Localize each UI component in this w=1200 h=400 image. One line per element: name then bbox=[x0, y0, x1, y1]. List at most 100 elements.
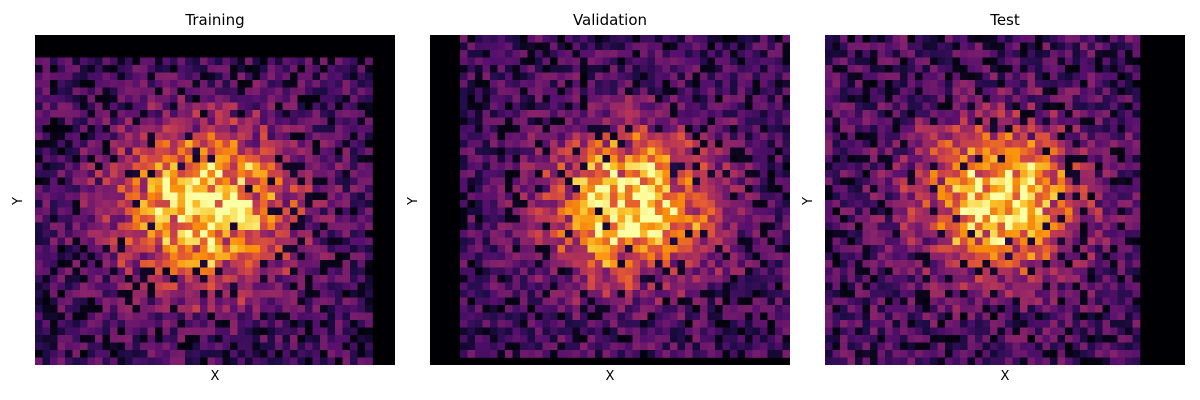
heatmap-cell bbox=[275, 155, 283, 163]
heatmap-cell bbox=[467, 350, 476, 358]
heatmap-cell bbox=[557, 267, 566, 276]
heatmap-cell bbox=[930, 110, 938, 118]
heatmap-cell bbox=[877, 177, 886, 186]
heatmap-cell bbox=[222, 177, 231, 186]
heatmap-cell bbox=[1050, 42, 1058, 51]
heatmap-cell bbox=[595, 290, 603, 298]
heatmap-cell bbox=[595, 312, 603, 321]
heatmap-cell bbox=[290, 222, 298, 231]
heatmap-cell bbox=[170, 342, 178, 351]
heatmap-cell bbox=[1132, 87, 1141, 96]
heatmap-cell bbox=[685, 312, 693, 321]
heatmap-cell bbox=[595, 222, 603, 231]
heatmap-cell bbox=[57, 290, 66, 298]
heatmap-cell bbox=[990, 237, 998, 246]
heatmap-cell bbox=[147, 95, 156, 103]
heatmap-cell bbox=[952, 185, 961, 193]
heatmap-cell bbox=[475, 95, 483, 103]
heatmap-cell bbox=[162, 185, 171, 193]
heatmap-cell bbox=[275, 192, 283, 201]
heatmap-cell bbox=[207, 185, 216, 193]
heatmap-cell bbox=[595, 230, 603, 238]
heatmap-cell bbox=[892, 200, 901, 208]
heatmap-cell bbox=[737, 275, 746, 283]
heatmap-cell bbox=[737, 350, 746, 358]
heatmap-cell bbox=[162, 290, 171, 298]
heatmap-cell bbox=[512, 215, 521, 223]
heatmap-cell bbox=[640, 350, 648, 358]
heatmap-cell bbox=[907, 57, 916, 66]
heatmap-cell bbox=[825, 185, 833, 193]
heatmap-cell bbox=[185, 110, 193, 118]
heatmap-cell bbox=[335, 125, 343, 133]
heatmap-cell bbox=[1132, 50, 1141, 58]
heatmap-cell bbox=[967, 72, 976, 81]
heatmap-cell bbox=[512, 95, 521, 103]
heatmap-cell bbox=[140, 140, 148, 148]
heatmap-cell bbox=[587, 327, 596, 336]
heatmap-cell bbox=[475, 80, 483, 88]
heatmap-cell bbox=[155, 207, 163, 216]
heatmap-cell bbox=[110, 320, 118, 328]
heatmap-cell bbox=[527, 305, 536, 313]
heatmap-cell bbox=[752, 252, 761, 261]
heatmap-cell bbox=[357, 147, 366, 156]
heatmap-cell bbox=[252, 260, 261, 268]
heatmap-cell bbox=[557, 95, 566, 103]
heatmap-cell bbox=[110, 207, 118, 216]
heatmap-cell bbox=[110, 185, 118, 193]
heatmap-cell bbox=[505, 237, 513, 246]
heatmap-cell bbox=[760, 57, 768, 66]
heatmap-cell bbox=[670, 162, 678, 171]
heatmap-cell bbox=[35, 222, 43, 231]
heatmap-cell bbox=[595, 297, 603, 306]
heatmap-cell bbox=[767, 72, 776, 81]
heatmap-cell bbox=[42, 95, 51, 103]
heatmap-cell bbox=[930, 155, 938, 163]
heatmap-cell bbox=[512, 275, 521, 283]
heatmap-cell bbox=[565, 155, 573, 163]
heatmap-cell bbox=[520, 57, 528, 66]
heatmap-cell bbox=[1087, 200, 1096, 208]
heatmap-cell bbox=[110, 102, 118, 111]
heatmap-cell bbox=[125, 155, 133, 163]
heatmap-cell bbox=[967, 125, 976, 133]
heatmap-cell bbox=[200, 102, 208, 111]
heatmap-cell bbox=[155, 87, 163, 96]
heatmap-cell bbox=[162, 140, 171, 148]
heatmap-cell bbox=[335, 170, 343, 178]
heatmap-cell bbox=[335, 132, 343, 141]
heatmap-cell bbox=[132, 297, 141, 306]
heatmap-cell bbox=[222, 335, 231, 343]
heatmap-cell bbox=[260, 95, 268, 103]
heatmap-cell bbox=[542, 320, 551, 328]
heatmap-cell bbox=[1110, 222, 1118, 231]
heatmap-cell bbox=[350, 125, 358, 133]
heatmap-cell bbox=[982, 50, 991, 58]
heatmap-cell bbox=[297, 117, 306, 126]
heatmap-cell bbox=[587, 95, 596, 103]
heatmap-cell bbox=[245, 335, 253, 343]
heatmap-cell bbox=[915, 185, 923, 193]
heatmap-cell bbox=[937, 200, 946, 208]
heatmap-cell bbox=[900, 237, 908, 246]
heatmap-cell bbox=[557, 132, 566, 141]
heatmap-cell bbox=[982, 162, 991, 171]
heatmap-cell bbox=[1065, 50, 1073, 58]
heatmap-cell bbox=[832, 155, 841, 163]
heatmap-cell bbox=[237, 357, 246, 365]
heatmap-cell bbox=[215, 357, 223, 365]
heatmap-cell bbox=[662, 260, 671, 268]
heatmap-cell bbox=[767, 57, 776, 66]
heatmap-cell bbox=[460, 177, 468, 186]
heatmap-cell bbox=[595, 80, 603, 88]
heatmap-cell bbox=[937, 35, 946, 43]
heatmap-cell bbox=[565, 50, 573, 58]
heatmap-cell bbox=[572, 320, 581, 328]
heatmap-cell bbox=[580, 200, 588, 208]
heatmap-cell bbox=[125, 57, 133, 66]
heatmap-cell bbox=[952, 42, 961, 51]
heatmap-cell bbox=[237, 222, 246, 231]
heatmap-cell bbox=[125, 177, 133, 186]
heatmap-cell bbox=[342, 155, 351, 163]
